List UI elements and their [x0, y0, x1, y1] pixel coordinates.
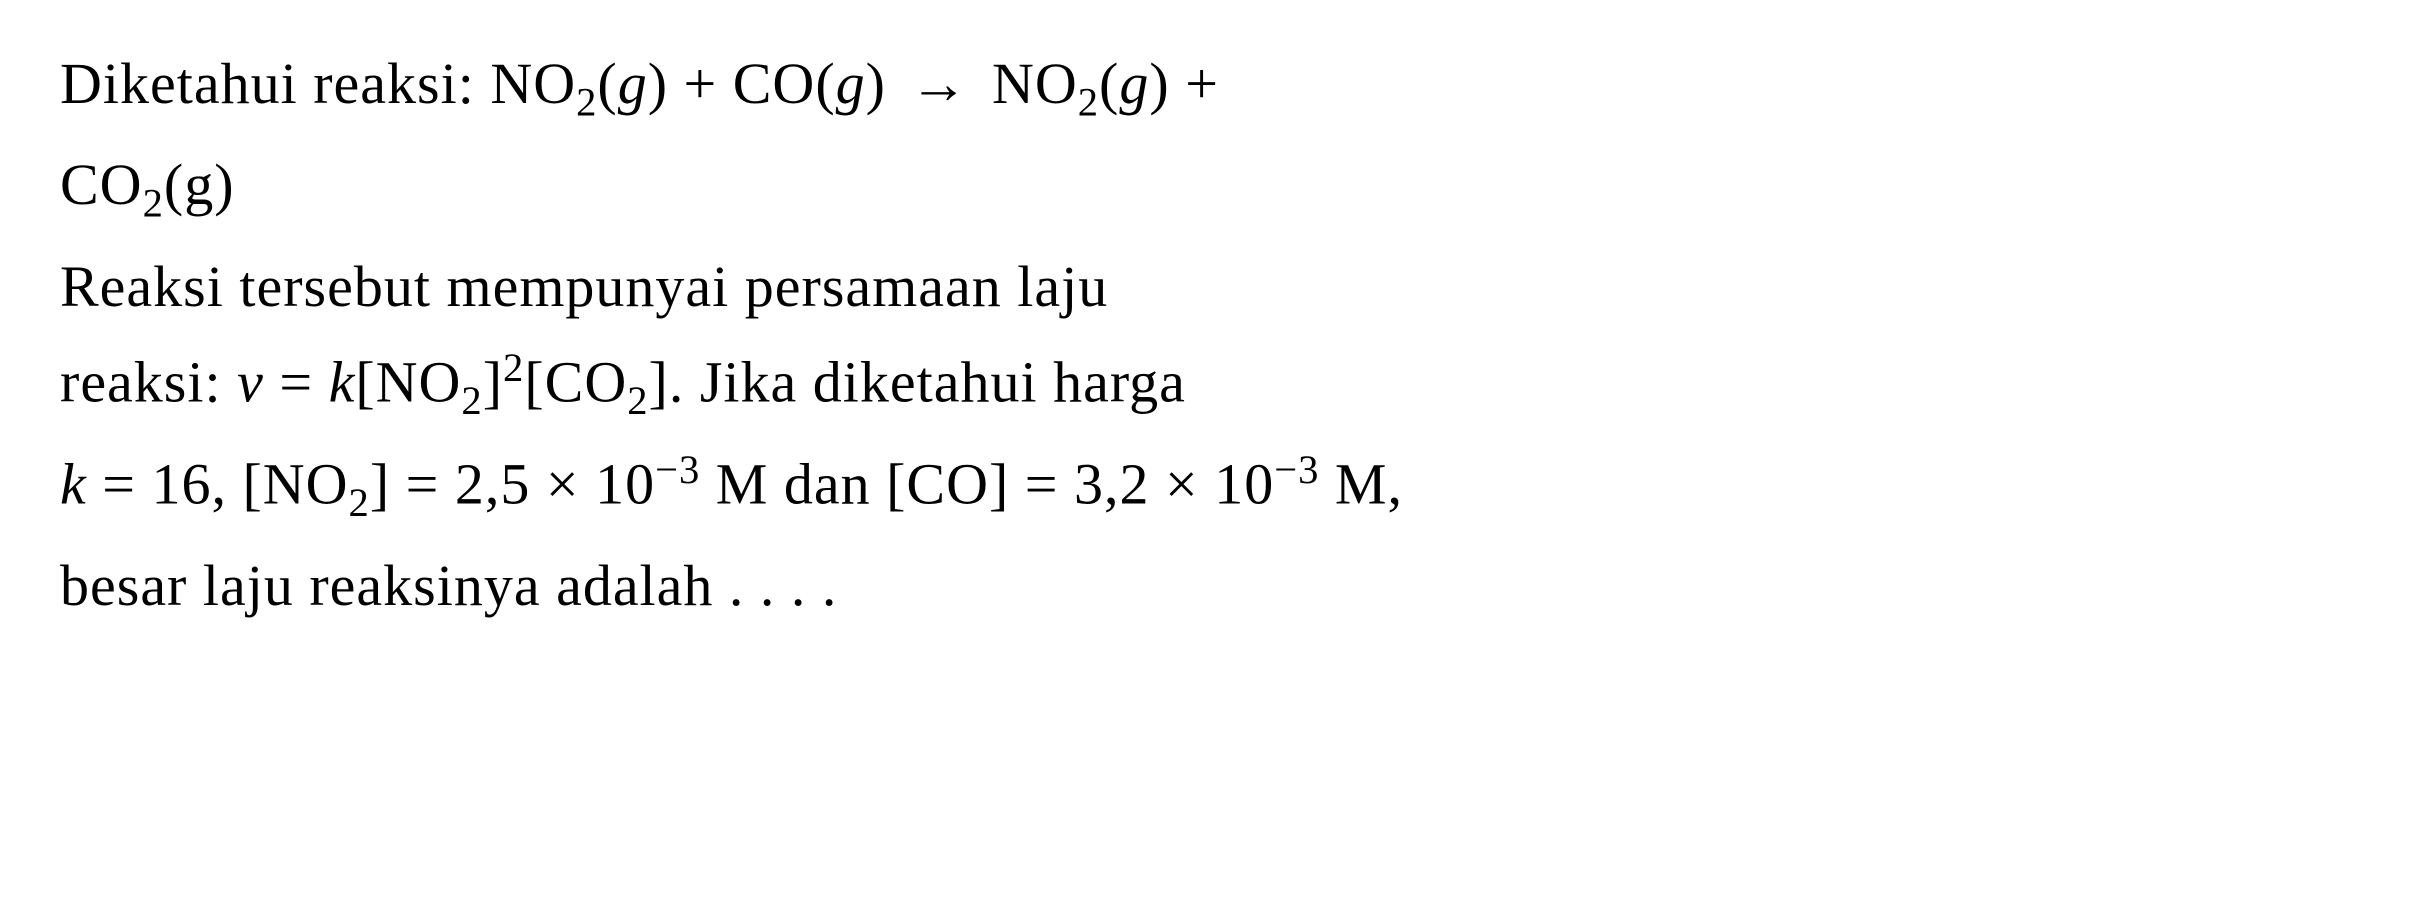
text-segment: M,: [1319, 451, 1403, 516]
superscript: −3: [655, 447, 700, 492]
superscript: 2: [503, 345, 524, 390]
variable-k: k: [329, 349, 356, 414]
gas-phase: g: [1119, 51, 1149, 116]
gas-phase: g: [836, 51, 866, 116]
subscript: 2: [349, 480, 370, 525]
line-3: Reaksi tersebut mempunyai persamaan laju: [60, 243, 2357, 330]
text-segment: (: [1099, 51, 1119, 116]
text-segment: M dan [CO] = 3,2 × 10: [700, 451, 1274, 516]
subscript: 2: [1078, 80, 1099, 125]
line-1: Diketahui reaksi: NO2(g) + CO(g) → NO2(g…: [60, 40, 2357, 133]
subscript: 2: [627, 378, 648, 423]
variable-v: v: [237, 349, 264, 414]
text-segment: [NO: [355, 349, 461, 414]
text-segment: ]. Jika diketahui harga: [649, 349, 1186, 414]
text-segment: NO: [992, 51, 1078, 116]
subscript: 2: [461, 378, 482, 423]
subscript: 2: [576, 80, 597, 125]
text-segment: =: [264, 349, 329, 414]
text-segment: ]: [483, 349, 503, 414]
text-segment: CO: [60, 152, 143, 217]
subscript: 2: [143, 181, 164, 226]
text-segment: (g): [164, 152, 235, 217]
text-segment: ) +: [1149, 51, 1219, 116]
line-5: k = 16, [NO2] = 2,5 × 10−3 M dan [CO] = …: [60, 440, 2357, 534]
text-segment: reaksi:: [60, 349, 237, 414]
line-4: reaksi: v = k[NO2]2[CO2]. Jika diketahui…: [60, 338, 2357, 432]
text-segment: = 16, [NO: [87, 451, 349, 516]
text-segment: ) + CO(: [648, 51, 836, 116]
text-segment: Diketahui reaksi: NO: [60, 51, 576, 116]
problem-text: Diketahui reaksi: NO2(g) + CO(g) → NO2(g…: [60, 40, 2357, 629]
text-segment: (: [597, 51, 617, 116]
text-segment: Reaksi tersebut mempunyai persamaan laju: [60, 254, 1108, 319]
variable-k: k: [60, 451, 87, 516]
text-segment: ): [866, 51, 886, 116]
gas-phase: g: [618, 51, 648, 116]
line-6: besar laju reaksinya adalah . . . .: [60, 542, 2357, 629]
text-segment: besar laju reaksinya adalah . . . .: [60, 553, 837, 618]
text-segment: ] = 2,5 × 10: [370, 451, 655, 516]
line-2: CO2(g): [60, 141, 2357, 234]
text-segment: [CO: [524, 349, 627, 414]
superscript: −3: [1274, 447, 1319, 492]
arrow-icon: →: [909, 40, 968, 127]
